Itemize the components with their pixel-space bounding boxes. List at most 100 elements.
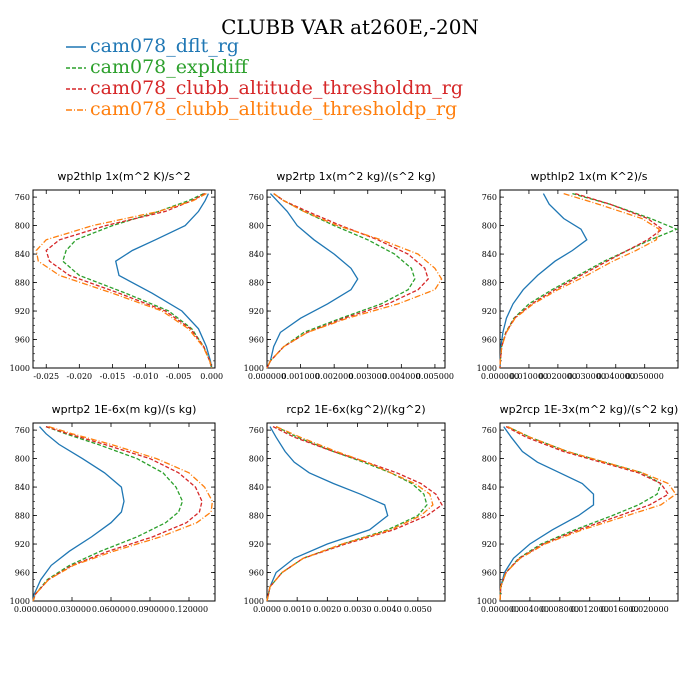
x-tick-label: 0.120000: [170, 605, 208, 614]
x-tick-label: 0.016000: [601, 605, 639, 614]
x-tick-label: 0.0010: [283, 605, 311, 614]
y-tick-label: 1000: [10, 597, 30, 606]
x-tick-label: 0.004000: [511, 605, 549, 614]
series-line-cam078_dflt_rg: [32, 426, 125, 602]
x-tick-label: 0.0040: [374, 605, 402, 614]
y-tick-label: 760: [482, 426, 497, 435]
y-tick-label: 1000: [244, 364, 264, 373]
y-tick-label: 1000: [477, 364, 497, 373]
y-tick-label: 880: [249, 279, 264, 288]
panel-4: wprtp2 1E-6x(m kg)/(s kg) 760 800 840 880 920…: [10, 403, 216, 614]
x-tick-label: 0.090000: [131, 605, 169, 614]
y-tick-label: 880: [15, 512, 30, 521]
panel-6: wp2rcp 1E-3x(m^2 kg)/(s^2 kg) 760 800 840 88…: [477, 403, 679, 614]
legend-label-cam078_clubb_altitude_thresholdm_rg: cam078_clubb_altitude_thresholdm_rg: [90, 77, 463, 99]
series-line-cam078_dflt_rg: [499, 193, 588, 369]
series-line-cam078_clubb_altitude_thresholdp_rg: [499, 426, 677, 602]
y-tick-label: 760: [15, 426, 30, 435]
x-tick-label: 0.0030: [344, 605, 372, 614]
y-tick-label: 880: [482, 512, 497, 521]
panel-1: wp2thlp 1x(m^2 K)/s^2 760 800 840 880 920 960 1…: [10, 170, 224, 381]
x-tick-label: 0.003000: [349, 372, 387, 381]
panel-2: wp2rtp 1x(m^2 kg)/(s^2 kg) 760 800 840 880 92…: [244, 170, 454, 381]
y-tick-label: 960: [482, 569, 497, 578]
y-tick-label: 920: [482, 540, 497, 549]
y-tick-label: 920: [482, 307, 497, 316]
y-tick-label: 760: [249, 193, 264, 202]
panel-title: wp2rtp 1x(m^2 kg)/(s^2 kg): [276, 170, 435, 183]
x-tick-label: -0.025: [33, 372, 59, 381]
x-tick-label: 0.040000: [597, 372, 635, 381]
y-tick-label: 840: [15, 483, 30, 492]
y-tick-label: 760: [482, 193, 497, 202]
series-line-cam078_dflt_rg: [114, 193, 213, 369]
series-line-cam078_dflt_rg: [266, 426, 389, 602]
y-tick-label: 920: [249, 540, 264, 549]
panel-title: rcp2 1E-6x(kg^2)/(kg^2): [286, 403, 425, 416]
y-tick-label: 880: [249, 512, 264, 521]
panel-title: wprtp2 1E-6x(m kg)/(s kg): [52, 403, 197, 416]
y-tick-label: 840: [482, 483, 497, 492]
x-tick-label: 0.000000: [481, 605, 519, 614]
y-tick-label: 960: [482, 336, 497, 345]
y-tick-label: 800: [249, 455, 264, 464]
y-tick-label: 920: [249, 307, 264, 316]
x-tick-label: 0.050000: [626, 372, 664, 381]
x-tick-label: 0.004000: [382, 372, 420, 381]
legend-label-cam078_clubb_altitude_thresholdp_rg: cam078_clubb_altitude_thresholdp_rg: [90, 98, 457, 120]
y-tick-label: 800: [249, 222, 264, 231]
series-line-cam078_expldiff: [32, 425, 184, 602]
x-tick-label: 0.012000: [571, 605, 609, 614]
y-tick-label: 960: [15, 569, 30, 578]
x-tick-label: 0.030000: [568, 372, 606, 381]
x-tick-label: 0.0050: [404, 605, 432, 614]
x-tick-label: 0.001000: [281, 372, 319, 381]
x-tick-label: 0.000: [200, 372, 223, 381]
plot-frame: [266, 422, 446, 602]
y-tick-label: 1000: [244, 597, 264, 606]
panel-title: wpthlp2 1x(m K^2)/s: [531, 170, 648, 183]
x-tick-label: 0.000000: [14, 605, 52, 614]
y-tick-label: 960: [15, 336, 30, 345]
series-line-cam078_clubb_altitude_thresholdp_rg: [266, 426, 434, 602]
y-tick-label: 760: [249, 426, 264, 435]
y-tick-label: 840: [482, 250, 497, 259]
y-tick-label: 800: [15, 455, 30, 464]
x-tick-label: 0.000000: [481, 372, 519, 381]
x-tick-label: 0.000000: [248, 372, 286, 381]
series-line-cam078_clubb_altitude_thresholdp_rg: [32, 425, 214, 602]
panel-3: wpthlp2 1x(m K^2)/s 760 800 840 880 920 960 100…: [477, 170, 679, 381]
x-tick-label: 0.008000: [541, 605, 579, 614]
y-tick-label: 1000: [477, 597, 497, 606]
plot-frame: [32, 422, 216, 602]
y-tick-label: 840: [249, 250, 264, 259]
panel-title: wp2rcp 1E-3x(m^2 kg)/(s^2 kg): [500, 403, 679, 416]
series-line-cam078_clubb_altitude_thresholdp_rg: [35, 193, 213, 369]
plot-frame: [266, 189, 446, 369]
plot-frame: [499, 422, 679, 602]
x-tick-label: -0.010: [133, 372, 159, 381]
y-tick-label: 840: [249, 483, 264, 492]
x-tick-label: 0.020000: [539, 372, 577, 381]
legend-label-cam078_expldiff: cam078_expldiff: [90, 56, 249, 78]
y-tick-label: 960: [249, 336, 264, 345]
x-tick-label: 0.005000: [416, 372, 454, 381]
panels: wp2thlp 1x(m^2 K)/s^2 760 800 840 880 920 960 1…: [10, 170, 679, 614]
y-tick-label: 840: [15, 250, 30, 259]
y-tick-label: 800: [482, 455, 497, 464]
y-tick-label: 1000: [10, 364, 30, 373]
panel-5: rcp2 1E-6x(kg^2)/(kg^2) 760 800 840 880 920 96…: [244, 403, 446, 614]
series-line-cam078_expldiff: [266, 426, 428, 602]
main-title: CLUBB VAR at260E,-20N: [221, 15, 479, 39]
y-tick-label: 800: [15, 222, 30, 231]
plot-frame: [32, 189, 216, 369]
x-tick-label: -0.015: [100, 372, 126, 381]
x-tick-label: -0.005: [166, 372, 192, 381]
y-tick-label: 920: [15, 540, 30, 549]
x-tick-label: 0.002000: [315, 372, 353, 381]
series-line-cam078_clubb_altitude_thresholdm_rg: [266, 426, 443, 602]
legend: cam078_dflt_rgcam078_expldiffcam078_club…: [66, 35, 463, 120]
x-tick-label: 0.060000: [92, 605, 130, 614]
x-tick-label: 0.030000: [53, 605, 91, 614]
